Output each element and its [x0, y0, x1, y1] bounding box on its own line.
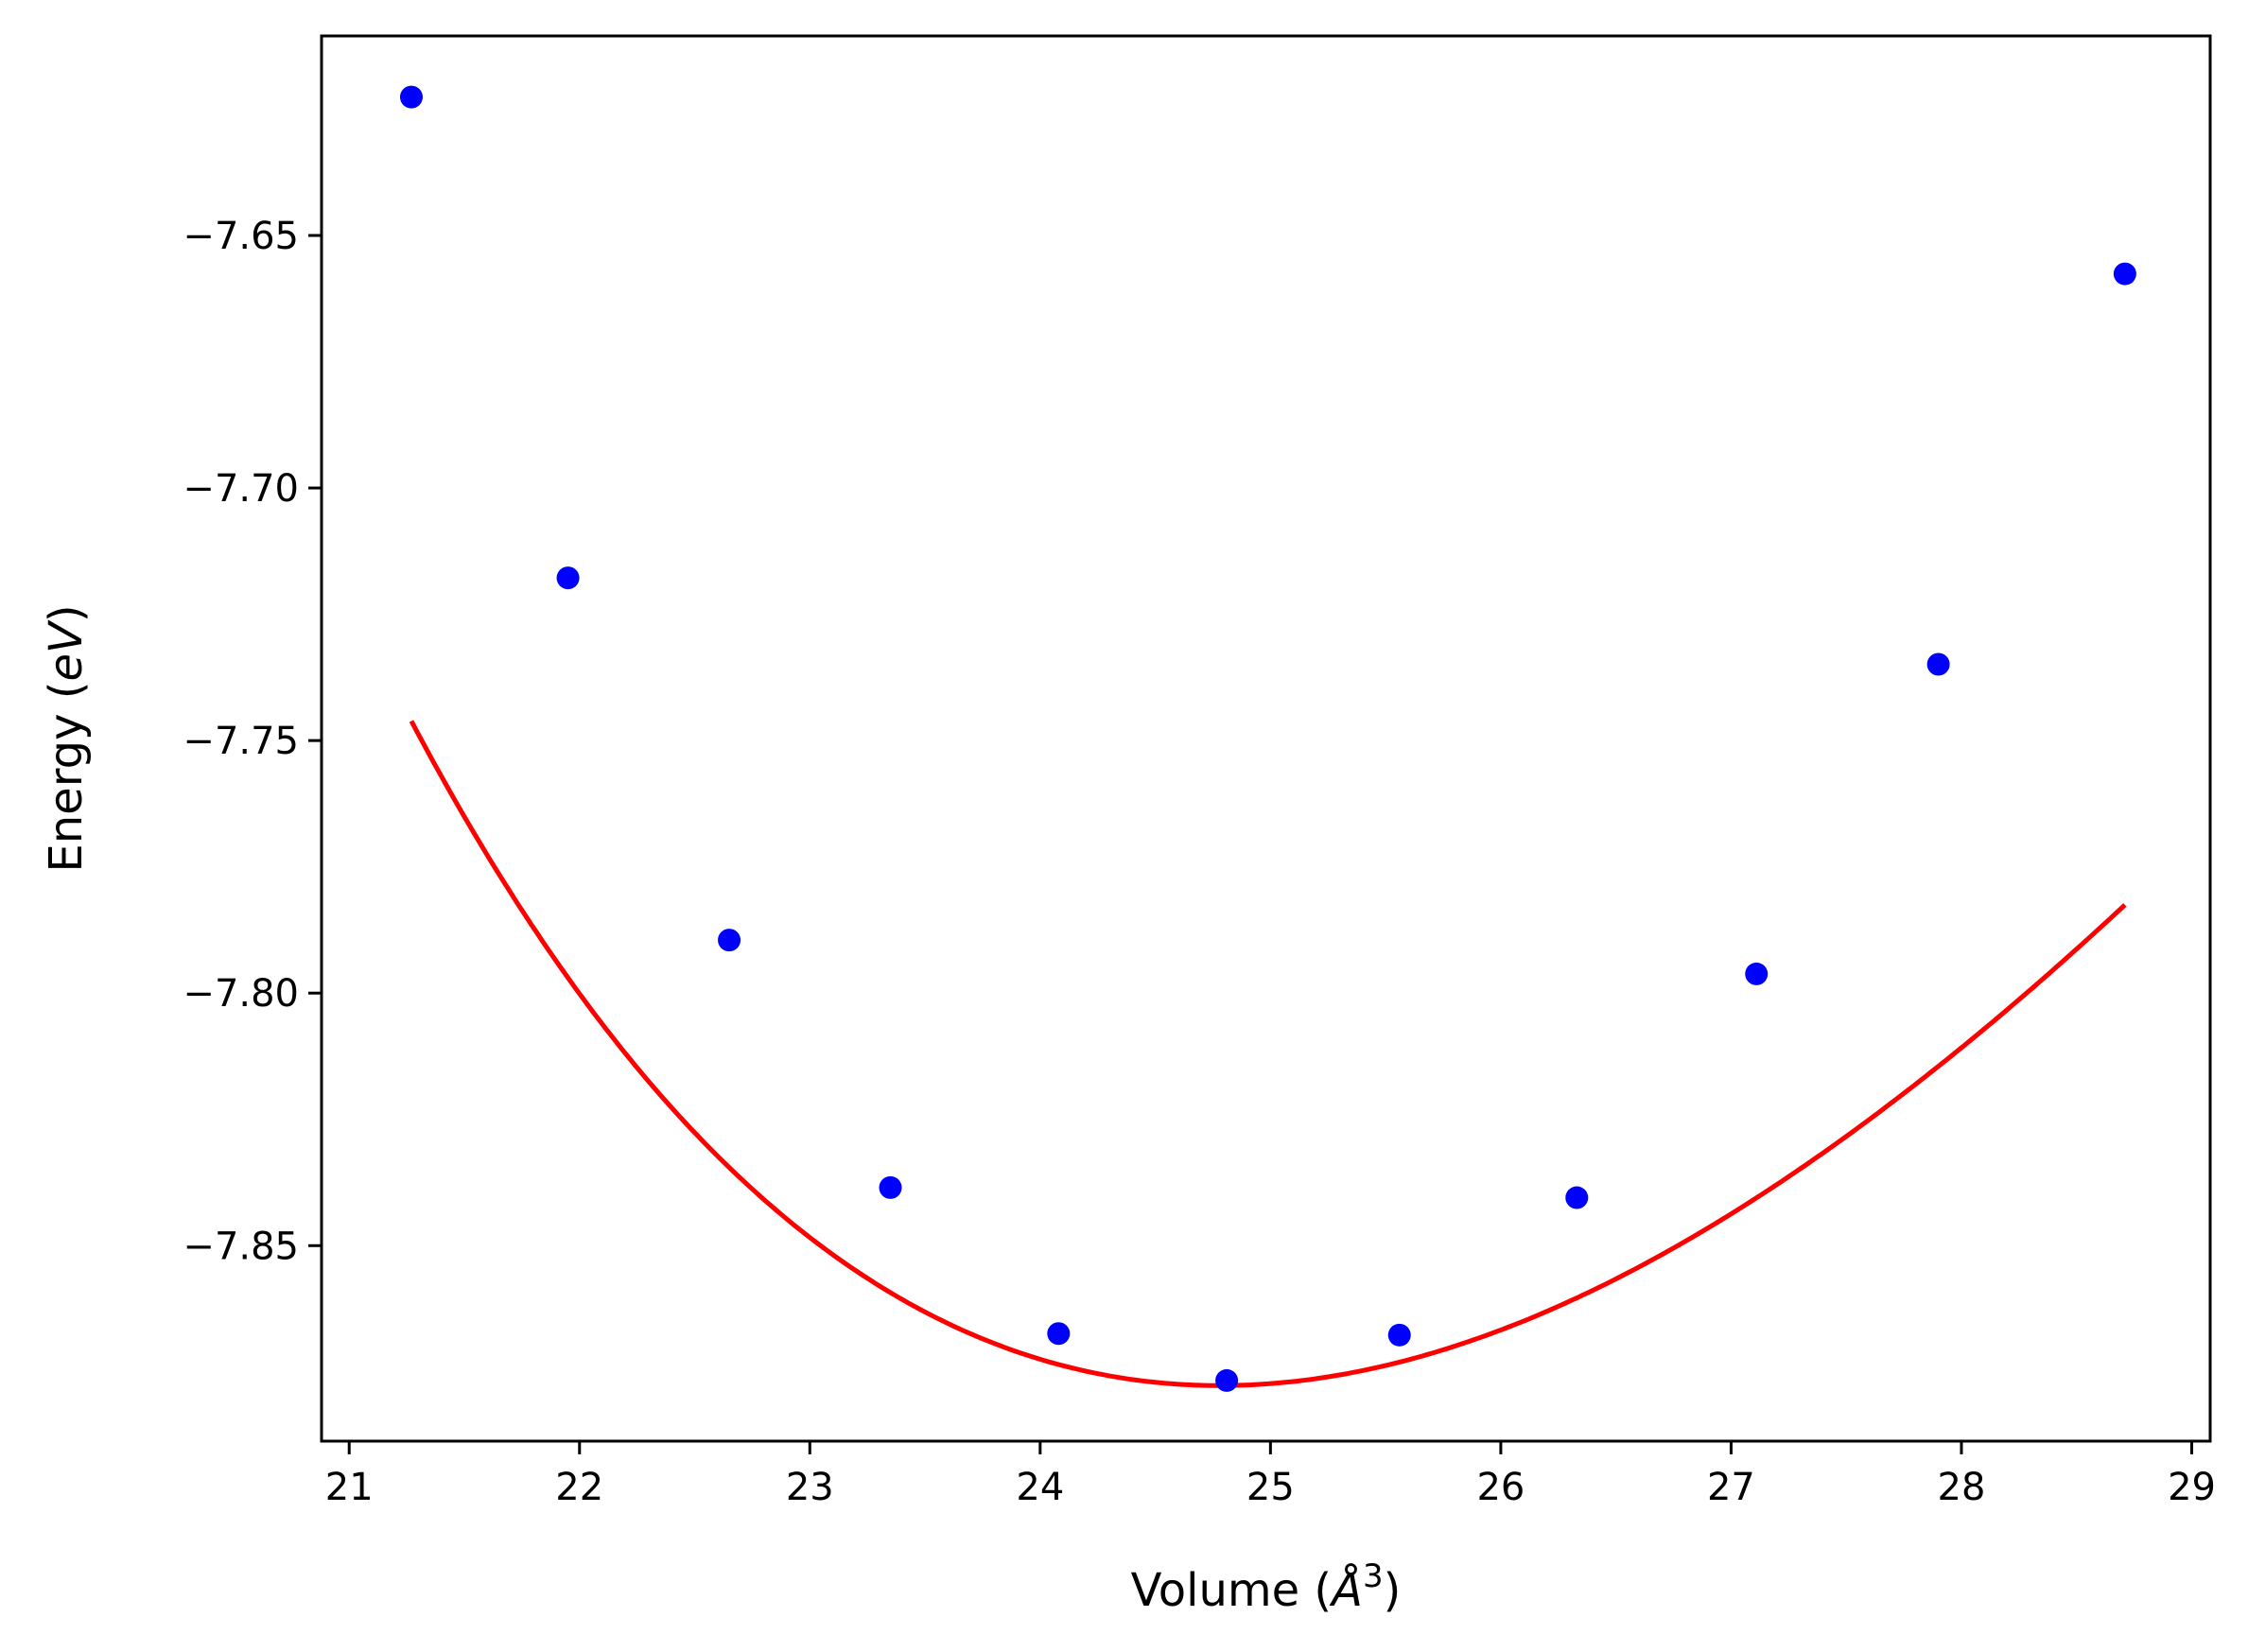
x-tick-label: 27 [1707, 1466, 1755, 1509]
y-axis: −7.65 −7.70 −7.75 −7.80 −7.85 [183, 215, 322, 1268]
x-tick-label: 24 [1016, 1466, 1064, 1509]
fit-curve [409, 720, 2127, 1388]
x-tick-label: 22 [555, 1466, 603, 1509]
x-tick-label: 23 [786, 1466, 834, 1509]
data-point [399, 85, 423, 109]
data-point [556, 566, 580, 590]
data-point [2113, 262, 2136, 286]
x-tick-label: 28 [1938, 1466, 1986, 1509]
y-tick-label: −7.75 [183, 720, 299, 763]
data-point [1387, 1323, 1411, 1347]
data-point [1926, 652, 1950, 676]
data-point [1745, 962, 1769, 985]
plot-area [399, 85, 2136, 1392]
x-axis: 21 22 23 24 25 26 27 28 29 [325, 1441, 2216, 1509]
data-point [1215, 1368, 1239, 1392]
y-tick-label: −7.65 [183, 215, 299, 258]
data-point [879, 1175, 902, 1199]
y-tick-label: −7.70 [183, 467, 299, 511]
x-tick-label: 29 [2168, 1466, 2216, 1509]
x-tick-label: 21 [325, 1466, 374, 1509]
x-tick-label: 25 [1246, 1466, 1295, 1509]
y-tick-label: −7.85 [183, 1225, 299, 1268]
y-tick-label: −7.80 [183, 972, 299, 1016]
data-point [1047, 1322, 1071, 1346]
data-point [718, 929, 741, 952]
x-tick-label: 26 [1476, 1466, 1525, 1509]
data-point [1565, 1186, 1589, 1209]
x-axis-label: Volume (Å3) [1131, 1557, 1402, 1617]
plot-frame [320, 34, 2212, 1443]
data-points [399, 85, 2136, 1392]
y-axis-label: Energy (eV) [40, 604, 93, 872]
